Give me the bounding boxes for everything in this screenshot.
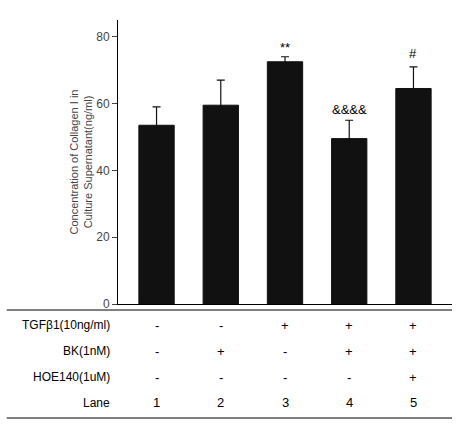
svg-text:-: -: [219, 370, 223, 385]
svg-text:+: +: [409, 344, 417, 359]
svg-text:60: 60: [96, 97, 110, 111]
svg-text:#: #: [409, 46, 417, 61]
svg-text:TGFβ1(10ng/ml): TGFβ1(10ng/ml): [22, 318, 110, 332]
svg-text:&&&&: &&&&: [332, 102, 367, 117]
svg-text:5: 5: [410, 395, 417, 410]
svg-text:BK(1nM): BK(1nM): [63, 344, 110, 358]
svg-text:Lane: Lane: [83, 396, 110, 410]
svg-text:**: **: [280, 40, 290, 55]
svg-text:-: -: [155, 344, 159, 359]
svg-text:-: -: [283, 370, 287, 385]
svg-text:3: 3: [282, 395, 289, 410]
svg-text:2: 2: [217, 395, 224, 410]
svg-text:20: 20: [96, 230, 110, 244]
svg-text:+: +: [345, 344, 353, 359]
svg-text:+: +: [409, 318, 417, 333]
svg-text:4: 4: [346, 395, 353, 410]
svg-text:+: +: [281, 318, 289, 333]
svg-text:40: 40: [96, 164, 110, 178]
svg-text:+: +: [345, 318, 353, 333]
svg-text:-: -: [155, 318, 159, 333]
svg-text:HOE140(1uM): HOE140(1uM): [33, 370, 110, 384]
svg-text:+: +: [217, 344, 225, 359]
svg-text:+: +: [409, 370, 417, 385]
svg-text:Concentration of Collagen I in: Concentration of Collagen I inCulture Su…: [68, 90, 94, 235]
svg-text:0: 0: [103, 297, 110, 311]
svg-text:-: -: [347, 370, 351, 385]
svg-text:-: -: [219, 318, 223, 333]
svg-text:1: 1: [153, 395, 160, 410]
svg-text:-: -: [283, 344, 287, 359]
svg-text:-: -: [155, 370, 159, 385]
svg-text:80: 80: [96, 30, 110, 44]
